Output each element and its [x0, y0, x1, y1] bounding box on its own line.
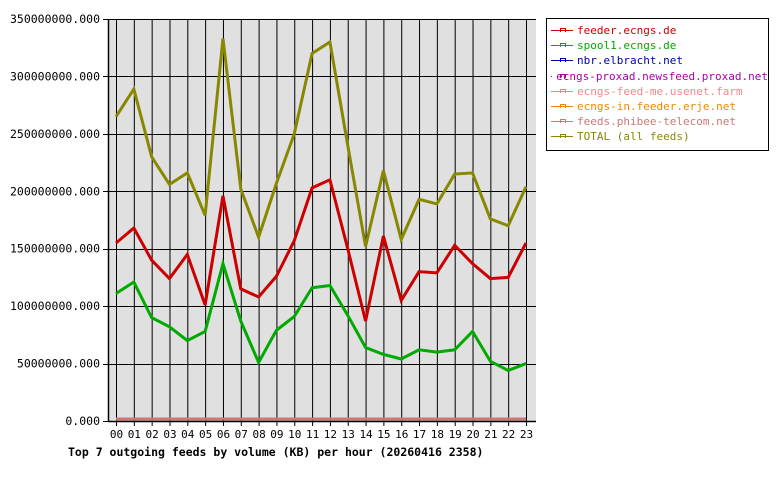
- axes: [107, 19, 536, 423]
- x-tick-label: 04: [181, 428, 195, 441]
- x-tick-label: 07: [235, 428, 248, 441]
- legend-item: ecngs-proxad.newsfeed.proxad.net: [551, 69, 768, 84]
- legend-item: spool1.ecngs.de: [551, 38, 768, 53]
- x-tick-label: 08: [252, 428, 265, 441]
- x-tick-label: 16: [395, 428, 408, 441]
- legend-label: nbr.elbracht.net: [577, 54, 683, 68]
- x-tick-label: 00: [110, 428, 123, 441]
- x-tick-label: 23: [520, 428, 533, 441]
- legend-swatch-icon: [551, 41, 573, 50]
- y-axis-ticks: 0.000 50000000.000 100000000.000 150000000.…: [10, 12, 100, 428]
- series-line: [115, 258, 527, 373]
- x-tick-label: 20: [466, 428, 479, 441]
- chart-caption: Top 7 outgoing feeds by volume (KB) per …: [68, 445, 484, 459]
- legend-swatch-icon: [551, 117, 573, 126]
- legend-label: spool1.ecngs.de: [577, 39, 677, 53]
- x-tick-label: 11: [306, 428, 319, 441]
- legend-swatch-icon: [551, 72, 566, 81]
- legend-swatch-icon: [551, 102, 573, 111]
- series-line: [115, 177, 528, 322]
- grid-lines: [103, 19, 536, 426]
- y-tick-label: 250000000.000: [10, 127, 100, 141]
- x-tick-label: 02: [146, 428, 159, 441]
- legend-item: feeds.phibee-telecom.net: [551, 114, 768, 129]
- y-tick-label: 150000000.000: [10, 242, 100, 256]
- legend-item: ecngs-in.feeder.erje.net: [551, 99, 768, 114]
- legend-swatch-icon: [551, 26, 573, 35]
- legend-swatch-icon: [551, 56, 573, 65]
- x-tick-label: 12: [324, 428, 337, 441]
- x-tick-label: 17: [413, 428, 426, 441]
- x-tick-label: 15: [377, 428, 390, 441]
- x-tick-label: 14: [359, 428, 373, 441]
- x-tick-label: 10: [288, 428, 301, 441]
- y-tick-label: 100000000.000: [10, 299, 100, 313]
- x-tick-label: 05: [199, 428, 212, 441]
- y-tick-label: 300000000.000: [10, 69, 100, 83]
- legend-label: TOTAL (all feeds): [577, 130, 690, 144]
- x-tick-label: 18: [431, 428, 444, 441]
- legend-label: ecngs-proxad.newsfeed.proxad.net: [556, 69, 768, 83]
- legend-item: nbr.elbracht.net: [551, 53, 768, 68]
- x-tick-label: 21: [484, 428, 497, 441]
- legend-label: feeder.ecngs.de: [577, 24, 677, 38]
- legend-swatch-icon: [551, 132, 573, 141]
- legend-label: feeds.phibee-telecom.net: [577, 115, 736, 129]
- y-tick-label: 0.000: [65, 414, 100, 428]
- y-tick-label: 350000000.000: [10, 12, 100, 26]
- y-tick-label: 50000000.000: [17, 357, 100, 371]
- legend-item: TOTAL (all feeds): [551, 129, 768, 144]
- series-line: [114, 38, 528, 247]
- x-tick-label: 09: [270, 428, 283, 441]
- legend-label: ecngs-in.feeder.erje.net: [577, 100, 736, 114]
- legend-item: ecngs-feed-me.usenet.farm: [551, 84, 768, 99]
- legend-item: feeder.ecngs.de: [551, 23, 768, 38]
- x-tick-label: 03: [163, 428, 176, 441]
- data-series: [114, 38, 528, 421]
- x-tick-label: 06: [217, 428, 230, 441]
- legend: feeder.ecngs.de spool1.ecngs.de nbr.elbrac…: [546, 18, 769, 151]
- x-tick-label: 22: [502, 428, 515, 441]
- x-axis-ticks: 00 01 02 03 04 05 06 07 08 09 10 11 12 13 14 15 16 17 18 19…: [110, 428, 533, 441]
- y-tick-label: 200000000.000: [10, 184, 100, 198]
- x-tick-label: 13: [342, 428, 355, 441]
- x-tick-label: 19: [449, 428, 462, 441]
- legend-swatch-icon: [551, 87, 573, 96]
- legend-label: ecngs-feed-me.usenet.farm: [577, 84, 743, 98]
- x-tick-label: 01: [128, 428, 141, 441]
- plot-area: [108, 19, 536, 421]
